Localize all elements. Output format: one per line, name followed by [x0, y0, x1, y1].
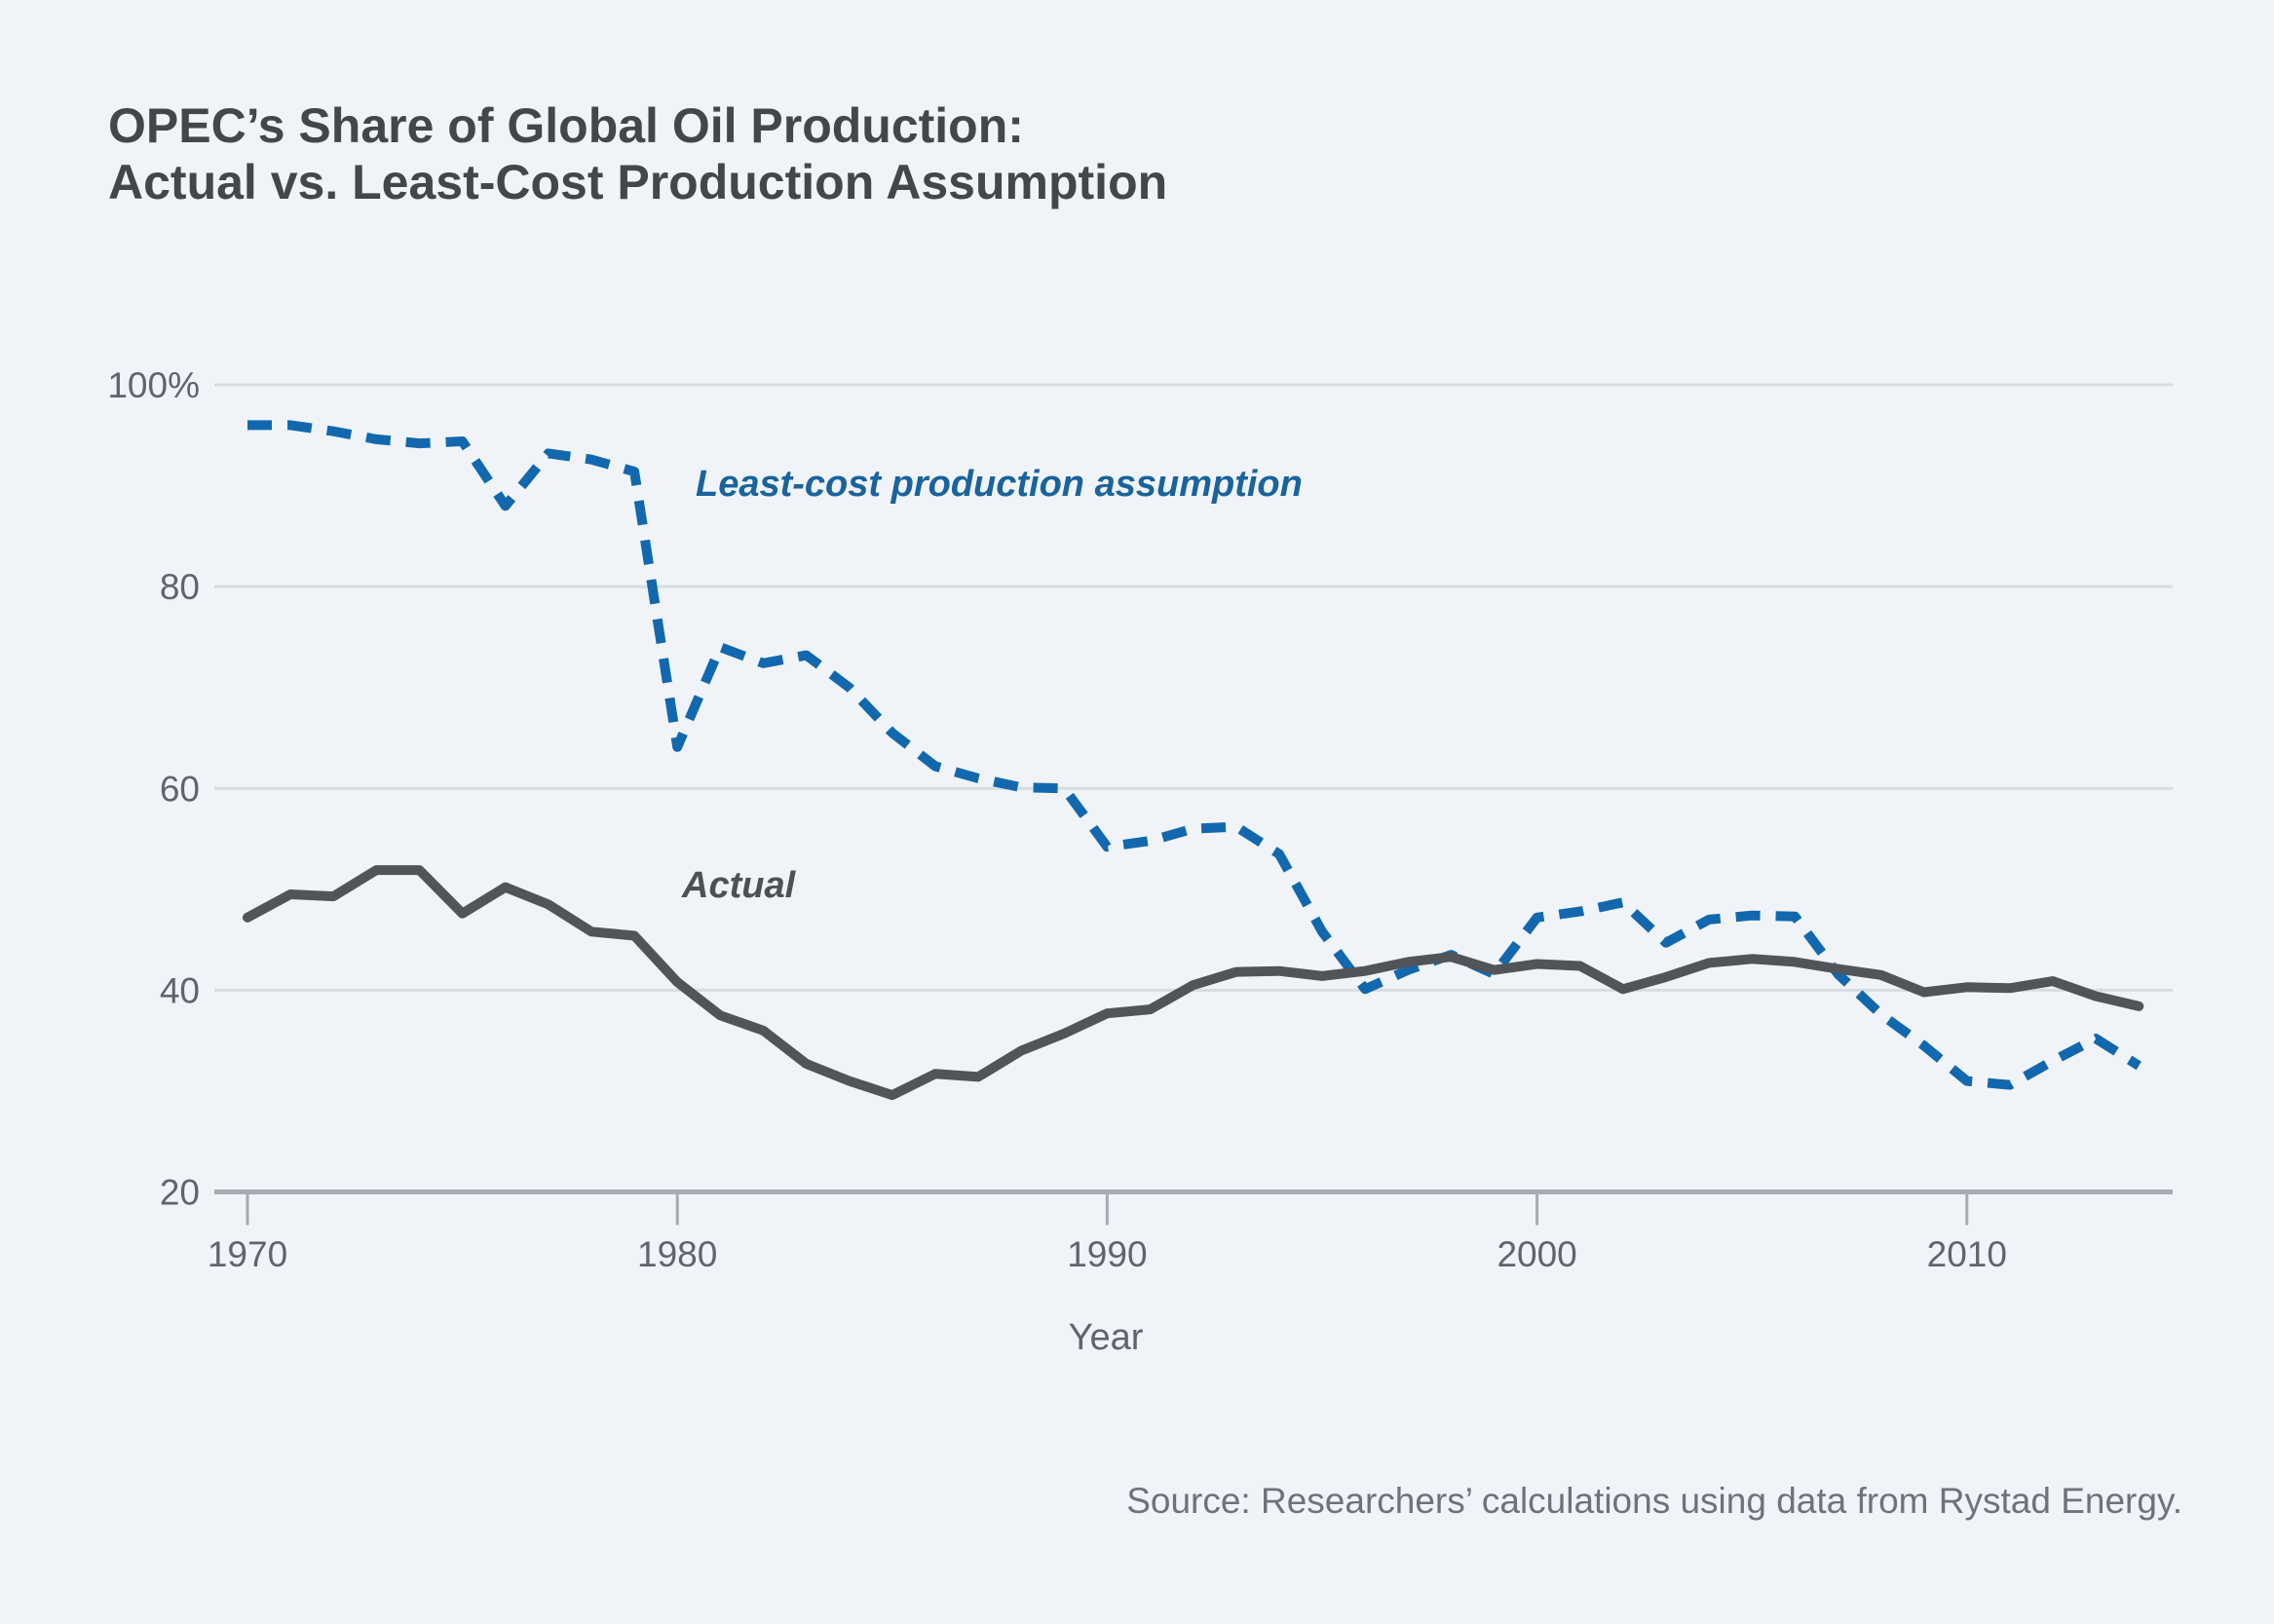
x-tick-label: 2010	[1927, 1234, 2007, 1274]
chart-title-line-2: Actual vs. Least-Cost Production Assumpt…	[108, 155, 1168, 209]
series-label-actual: Actual	[682, 865, 796, 906]
x-tick-label: 1980	[637, 1234, 717, 1274]
y-tick-label: 80	[160, 567, 200, 607]
series-line-least-cost	[247, 420, 2141, 1090]
x-tick-label: 1970	[208, 1234, 287, 1274]
x-tick-label: 1990	[1067, 1234, 1147, 1274]
y-tick-label: 20	[160, 1173, 200, 1213]
x-tick-label: 2000	[1497, 1234, 1576, 1274]
source-note: Source: Researchers’ calculations using …	[1126, 1481, 2182, 1521]
series-line-actual	[243, 865, 2144, 1101]
series-label-least-cost: Least-cost production assumption	[696, 464, 1303, 505]
y-tick-label: 100%	[107, 365, 200, 405]
x-axis-title: Year	[1068, 1317, 1144, 1358]
chart-title-line-1: OPEC’s Share of Global Oil Production:	[108, 98, 1024, 153]
chart-title: OPEC’s Share of Global Oil Production: A…	[108, 97, 1167, 210]
y-tick-label: 60	[160, 769, 200, 809]
y-tick-label: 40	[160, 970, 200, 1010]
